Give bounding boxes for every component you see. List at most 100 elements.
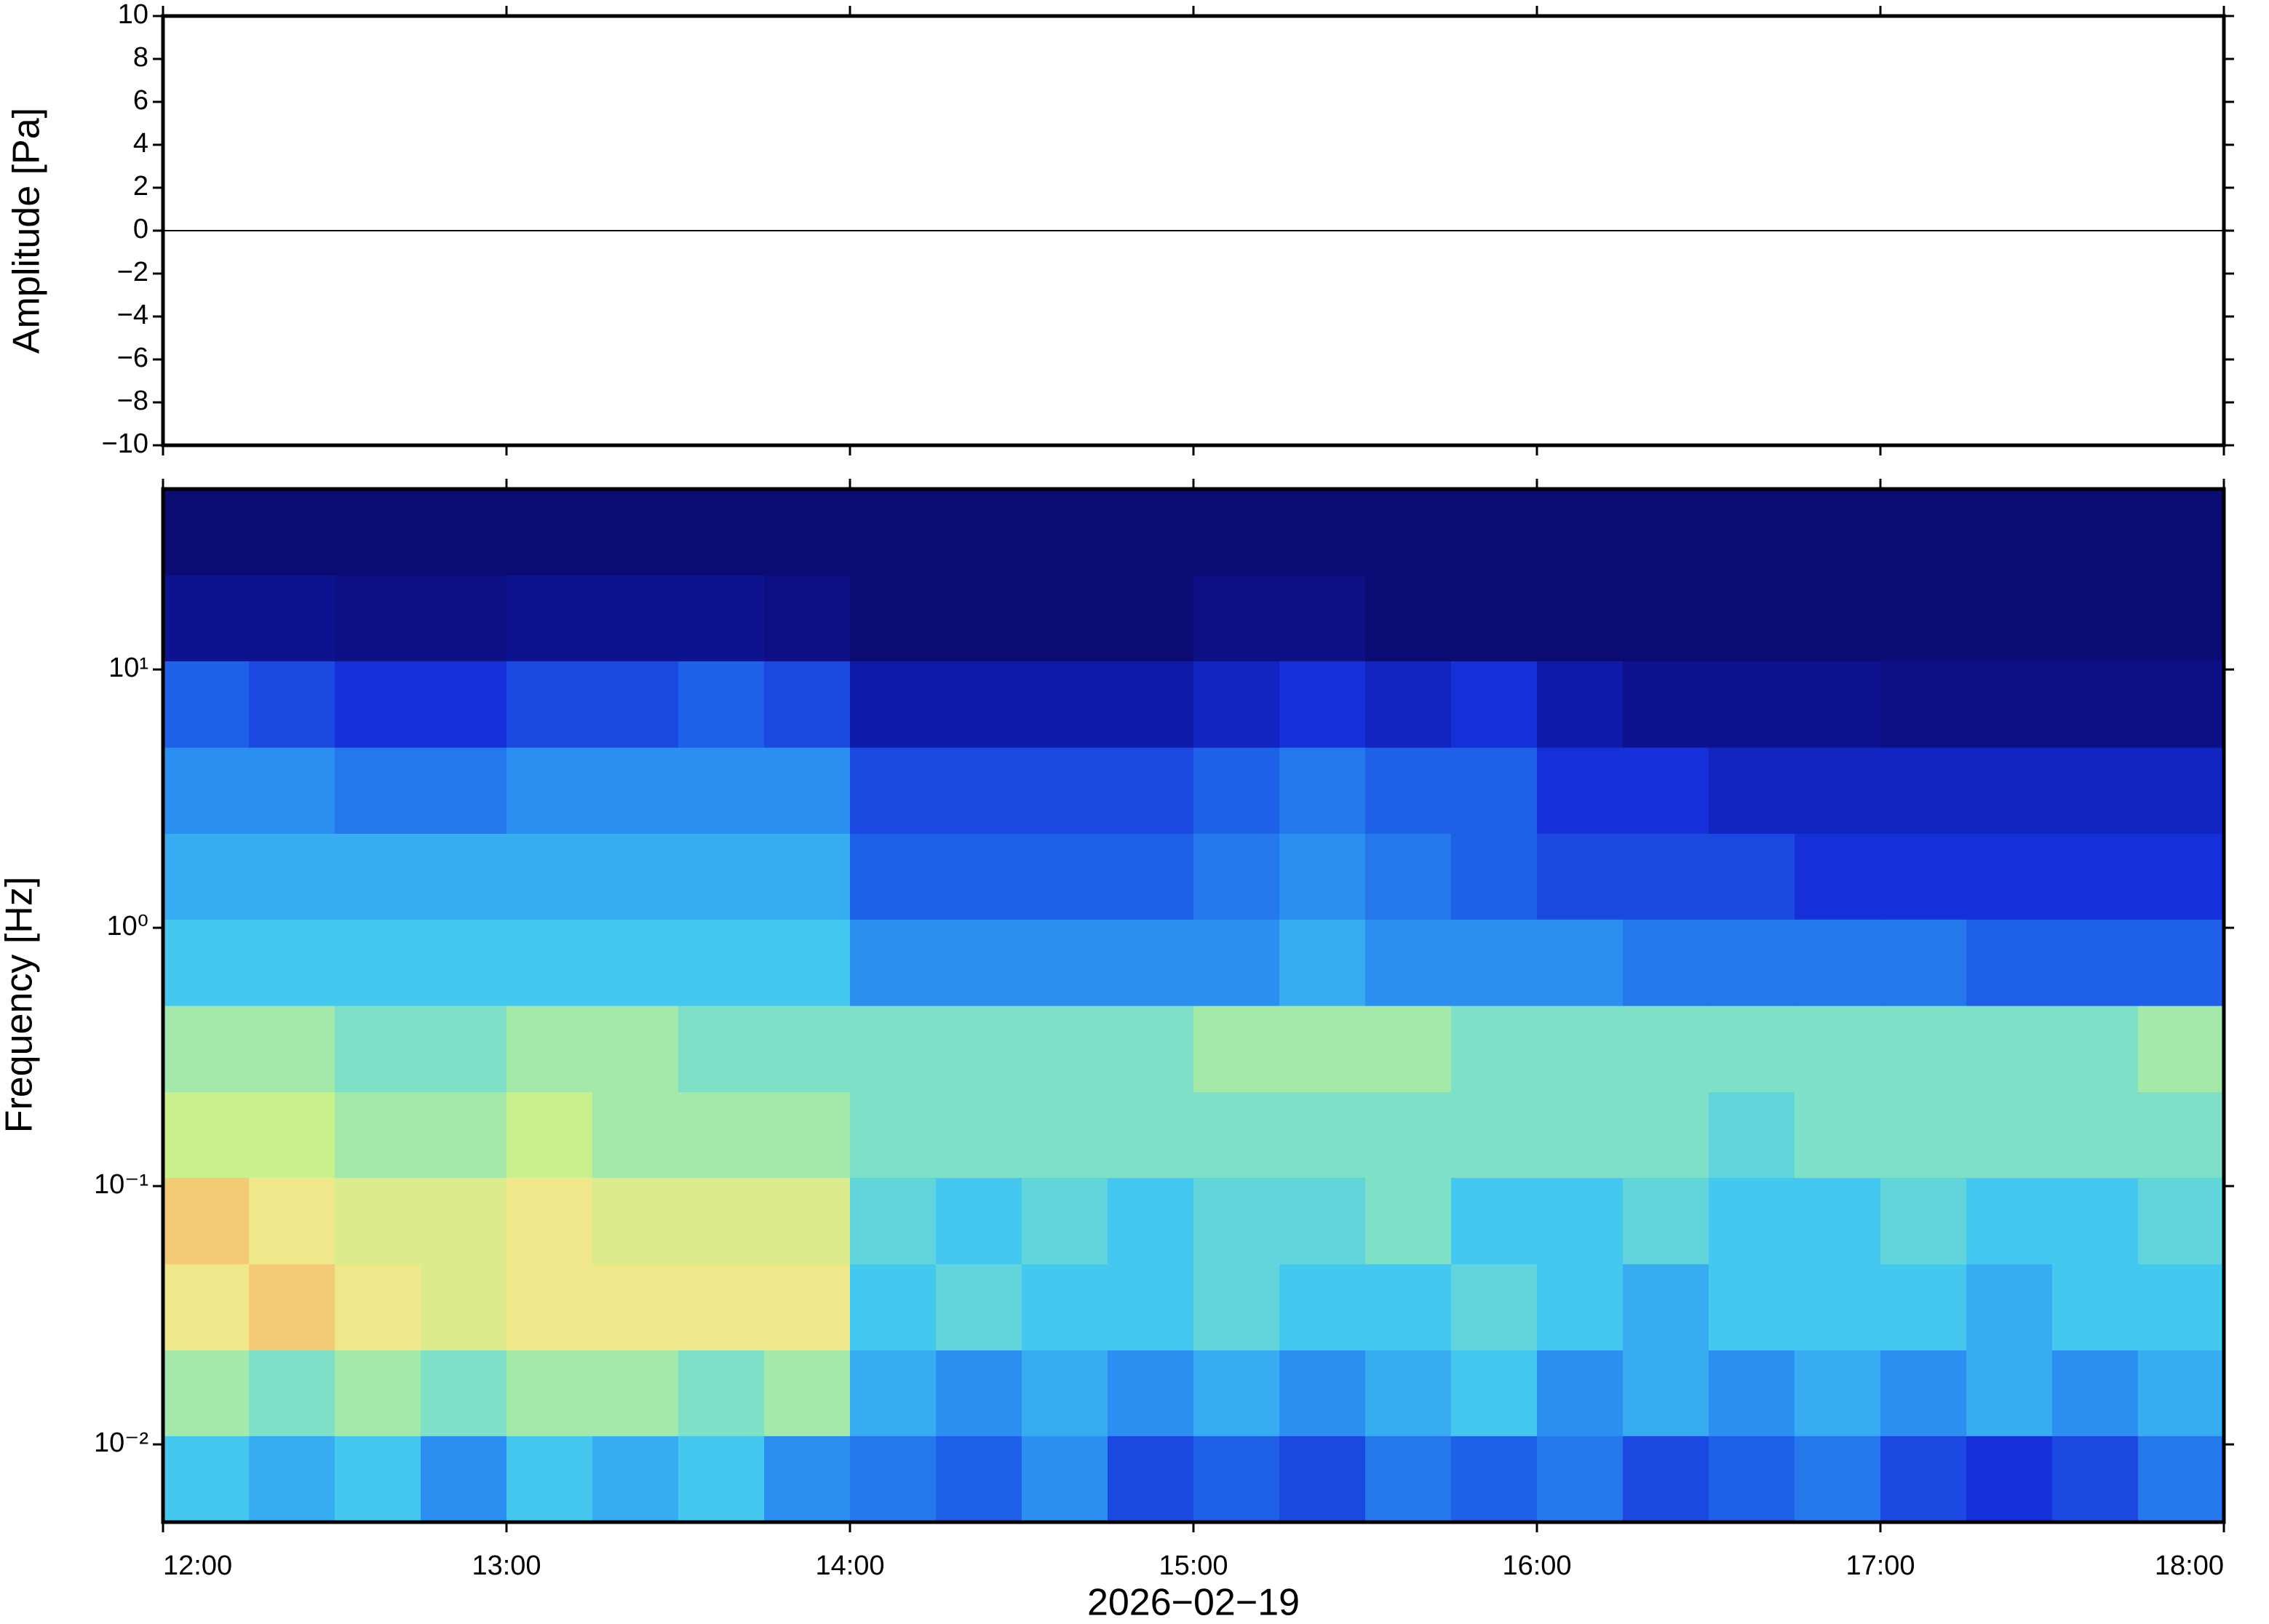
spectrogram-cell xyxy=(1709,1006,1795,1092)
spectrogram-cell xyxy=(936,1264,1022,1350)
spectrogram-cell xyxy=(1365,833,1452,920)
spectrogram-cell xyxy=(1537,1006,1624,1092)
spectrogram-cell xyxy=(1108,489,1194,576)
spectrogram-cell xyxy=(1365,1264,1452,1350)
spectrogram-cell xyxy=(506,1350,593,1436)
spectrogram-cell xyxy=(1623,661,1709,748)
spectrogram-cell xyxy=(1795,1264,1881,1350)
spectrogram-cell xyxy=(1966,489,2053,576)
spectrogram-cell xyxy=(678,919,765,1006)
spectrogram-cell xyxy=(936,1350,1022,1436)
spectrogram-cell xyxy=(678,1264,765,1350)
spectrogram-cell xyxy=(850,1006,937,1092)
spectrogram-cell xyxy=(2138,1350,2225,1436)
spectrogram-cell xyxy=(335,1177,421,1265)
x-axis-label: 2026−02−19 xyxy=(1087,1582,1300,1624)
spectrogram-cell xyxy=(421,1264,507,1350)
spectrogram-cell xyxy=(1193,1006,1280,1092)
spectrogram-cell xyxy=(163,833,250,920)
spectrogram-cell xyxy=(1022,489,1108,576)
spectrogram-cell xyxy=(1795,747,1881,834)
spectrogram-cell xyxy=(421,1177,507,1265)
spectrogram-cell xyxy=(2138,489,2225,576)
spectrogram-cell xyxy=(335,1091,421,1178)
spectrogram-cell xyxy=(506,1436,593,1523)
spectrogram-cell xyxy=(249,1264,335,1350)
spectrogram-cell xyxy=(678,1436,765,1523)
spectrogram-cell xyxy=(1365,747,1452,834)
spectrogram-cell xyxy=(2138,575,2225,661)
spectrogram-cell xyxy=(335,1436,421,1523)
spectrogram-cell xyxy=(1537,919,1624,1006)
spectrogram-cell xyxy=(1279,489,1366,576)
y-axis-label: Frequency [Hz] xyxy=(0,877,41,1134)
spectrogram-cell xyxy=(1795,1436,1881,1523)
spectrogram-cell xyxy=(1880,1177,1967,1265)
spectrogram-cell xyxy=(335,1350,421,1436)
spectrogram-cell xyxy=(1537,661,1624,748)
spectrogram-cell xyxy=(1193,661,1280,748)
spectrogram-cell xyxy=(163,661,250,748)
spectrogram-cell xyxy=(764,1177,851,1265)
spectrogram-cell xyxy=(1537,575,1624,661)
spectrogram-cell xyxy=(2138,661,2225,748)
x-tick-label: 18:00 xyxy=(2155,1551,2224,1581)
spectrogram-cell xyxy=(2052,489,2139,576)
spectrogram-cell xyxy=(1451,575,1538,661)
spectrogram-cell xyxy=(592,1006,679,1092)
spectrogram-cell xyxy=(1623,833,1709,920)
spectrogram-cell xyxy=(1279,1264,1366,1350)
spectrogram-cell xyxy=(2052,1264,2139,1350)
spectrogram-cell xyxy=(506,575,593,661)
spectrogram-cell xyxy=(1966,919,2053,1006)
spectrogram-cell xyxy=(764,575,851,661)
spectrogram-cell xyxy=(1880,1436,1967,1523)
spectrogram-cell xyxy=(2052,1006,2139,1092)
spectrogram-cell xyxy=(1537,1350,1624,1436)
spectrogram-cell xyxy=(850,575,937,661)
spectrogram-cell xyxy=(163,1264,250,1350)
spectrogram-cell xyxy=(764,1350,851,1436)
x-tick-label: 13:00 xyxy=(472,1551,541,1581)
spectrogram-cell xyxy=(1108,575,1194,661)
spectrogram-cell xyxy=(1451,919,1538,1006)
spectrogram-cell xyxy=(764,661,851,748)
spectrogram-cell xyxy=(850,489,937,576)
spectrogram-cell xyxy=(1880,747,1967,834)
spectrogram-cell xyxy=(1709,575,1795,661)
spectrogram-cell xyxy=(1623,919,1709,1006)
spectrogram-cell xyxy=(2052,1350,2139,1436)
spectrogram-cell xyxy=(2052,1177,2139,1265)
spectrogram-cell xyxy=(678,489,765,576)
y-tick-label: −6 xyxy=(117,343,148,373)
spectrogram-cell xyxy=(850,747,937,834)
spectrogram-cell xyxy=(163,1091,250,1178)
spectrogram-cell xyxy=(2138,1091,2225,1178)
spectrogram-cell xyxy=(1193,1264,1280,1350)
spectrogram-cell xyxy=(506,747,593,834)
spectrogram-cell xyxy=(1623,1177,1709,1265)
spectrogram-cell xyxy=(1193,489,1280,576)
spectrogram-cell xyxy=(764,833,851,920)
spectrogram-cell xyxy=(1451,833,1538,920)
spectrogram-cell xyxy=(1709,1177,1795,1265)
spectrogram-cell xyxy=(1365,1006,1452,1092)
y-tick-label: 10 xyxy=(118,0,148,30)
spectrogram-cell xyxy=(335,747,421,834)
spectrogram-cell xyxy=(1022,1350,1108,1436)
spectrogram-cell xyxy=(1709,1350,1795,1436)
spectrogram-cell xyxy=(592,489,679,576)
spectrogram-cell xyxy=(1022,919,1108,1006)
spectrogram-cell xyxy=(592,1264,679,1350)
spectrogram-cell xyxy=(1880,489,1967,576)
spectrogram-cell xyxy=(1966,1177,2053,1265)
spectrogram-cell xyxy=(592,575,679,661)
spectrogram-cell xyxy=(1279,833,1366,920)
spectrogram-cell xyxy=(1451,1177,1538,1265)
spectrogram-cell xyxy=(2052,1436,2139,1523)
spectrogram-cell xyxy=(936,489,1022,576)
spectrogram-cell xyxy=(335,1264,421,1350)
spectrogram-cell xyxy=(592,1091,679,1178)
spectrogram-cell xyxy=(1022,833,1108,920)
